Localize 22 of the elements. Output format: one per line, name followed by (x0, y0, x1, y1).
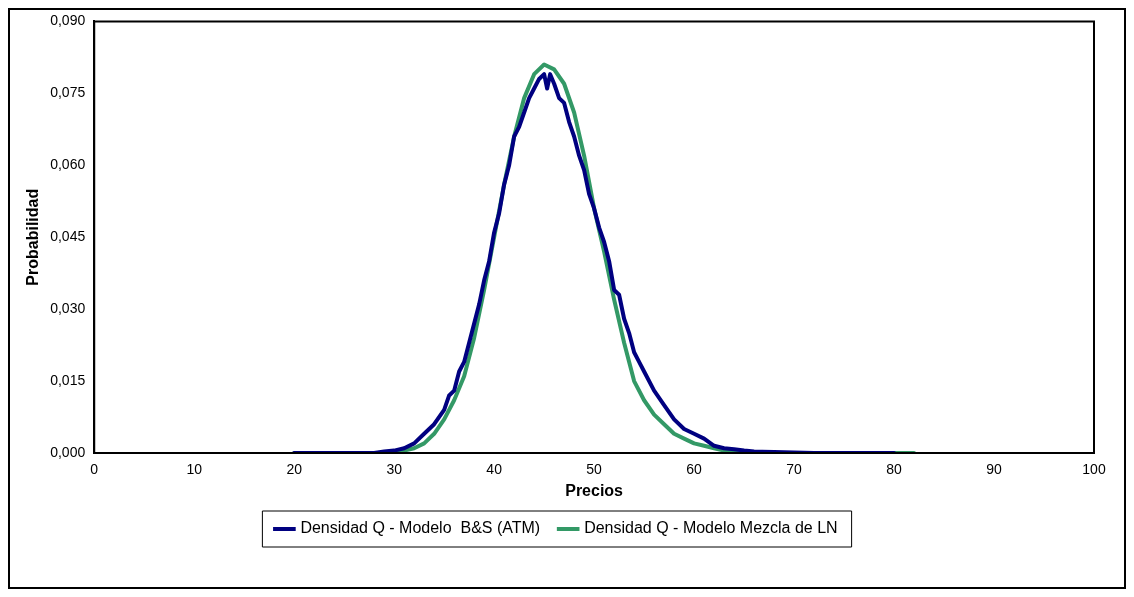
y-tick-label: 0,090 (50, 12, 86, 29)
x-tick-label: 0 (90, 461, 99, 478)
x-tick-label: 100 (1082, 461, 1106, 478)
x-tick-label: 50 (586, 461, 603, 478)
y-tick-label: 0,030 (50, 299, 86, 316)
y-tick-label: 0,015 (50, 371, 86, 388)
legend-label: Densidad Q - Modelo Mezcla de LN (584, 519, 838, 537)
y-tick-label: 0,000 (50, 443, 86, 460)
y-axis-title: Probabilidad (24, 188, 42, 286)
legend-label: Densidad Q - Modelo B&S (ATM) (300, 519, 541, 537)
x-tick-label: 40 (486, 461, 503, 478)
y-tick-label: 0,060 (50, 156, 86, 173)
x-tick-label: 80 (886, 461, 903, 478)
x-axis-title: Precios (565, 481, 624, 499)
x-tick-label: 20 (286, 461, 303, 478)
x-tick-label: 30 (386, 461, 403, 478)
x-tick-label: 90 (986, 461, 1003, 478)
x-tick-label: 10 (186, 461, 203, 478)
y-tick-label: 0,045 (50, 228, 86, 245)
y-tick-label: 0,075 (50, 84, 86, 101)
x-tick-label: 60 (686, 461, 703, 478)
x-tick-label: 70 (786, 461, 803, 478)
